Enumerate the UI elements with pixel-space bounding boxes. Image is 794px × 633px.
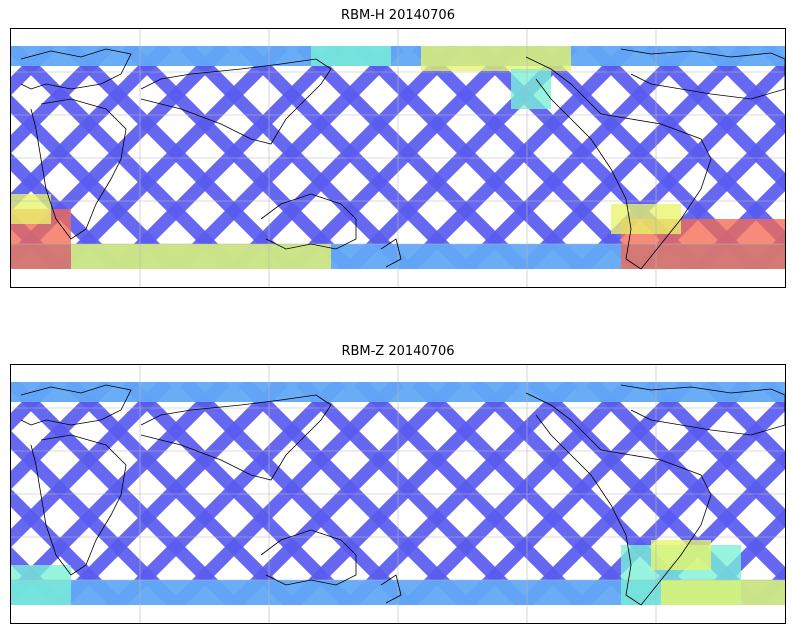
swath-descending (55, 382, 288, 605)
map-frame (10, 28, 786, 288)
coastline-path (620, 48, 785, 100)
swath-descending (403, 46, 636, 269)
swath-descending (171, 382, 404, 605)
coastline-path (620, 384, 785, 436)
coastline-path (525, 56, 712, 270)
elevated-value-patch (11, 194, 51, 224)
swath-descending (519, 382, 752, 605)
swath-descending (11, 382, 172, 548)
swath-descending (345, 382, 578, 605)
swath-descending (55, 46, 288, 269)
swath-descending (287, 382, 520, 605)
swath-descending (461, 46, 694, 269)
map-canvas (11, 365, 785, 623)
graticule (11, 29, 785, 287)
elevated-value-patch (511, 69, 551, 109)
swath-descending (11, 46, 172, 212)
coastline-path (260, 193, 357, 250)
swath-descending (11, 382, 114, 490)
swath-descending (11, 46, 56, 96)
coastline-path (140, 394, 332, 481)
swath-descending (287, 46, 520, 269)
swath-ascending (702, 382, 785, 470)
elevated-value-patch (71, 244, 331, 269)
swath-descending (229, 46, 462, 269)
swath-descending (113, 46, 346, 269)
coastline-path (20, 48, 132, 90)
swath-descending (11, 46, 114, 154)
swath-ascending (11, 488, 123, 605)
swath-ascending (11, 152, 123, 269)
swath-descending (461, 382, 694, 605)
swath-descending (11, 382, 56, 432)
swath-descending (577, 392, 785, 605)
elevated-value-patch (611, 204, 681, 234)
elevated-value-patch (311, 46, 391, 66)
swath-descending (519, 46, 752, 269)
graticule (11, 365, 785, 623)
coastline-path (30, 98, 127, 240)
coastline-path (30, 434, 127, 576)
coastline-path (260, 529, 357, 586)
satellite-swaths (11, 46, 785, 269)
panel-title: RBM-Z 20140706 (341, 344, 455, 359)
map-frame (10, 364, 786, 624)
coastlines (20, 48, 785, 270)
coastline-path (525, 392, 712, 606)
panel-title: RBM-H 20140706 (341, 8, 455, 23)
swath-descending (113, 382, 346, 605)
swath-descending (171, 46, 404, 269)
swath-descending (403, 382, 636, 605)
elevated-value-patch (11, 565, 71, 605)
coastline-path (380, 238, 402, 268)
elevated-value-patch (421, 46, 571, 71)
swath-descending (229, 382, 462, 605)
swath-ascending (702, 46, 785, 134)
coastlines (20, 384, 785, 606)
map-canvas (11, 29, 785, 287)
elevated-value-patch (661, 580, 785, 605)
coastline-path (140, 58, 332, 145)
coastline-path (20, 384, 132, 426)
coastline-path (380, 574, 402, 604)
